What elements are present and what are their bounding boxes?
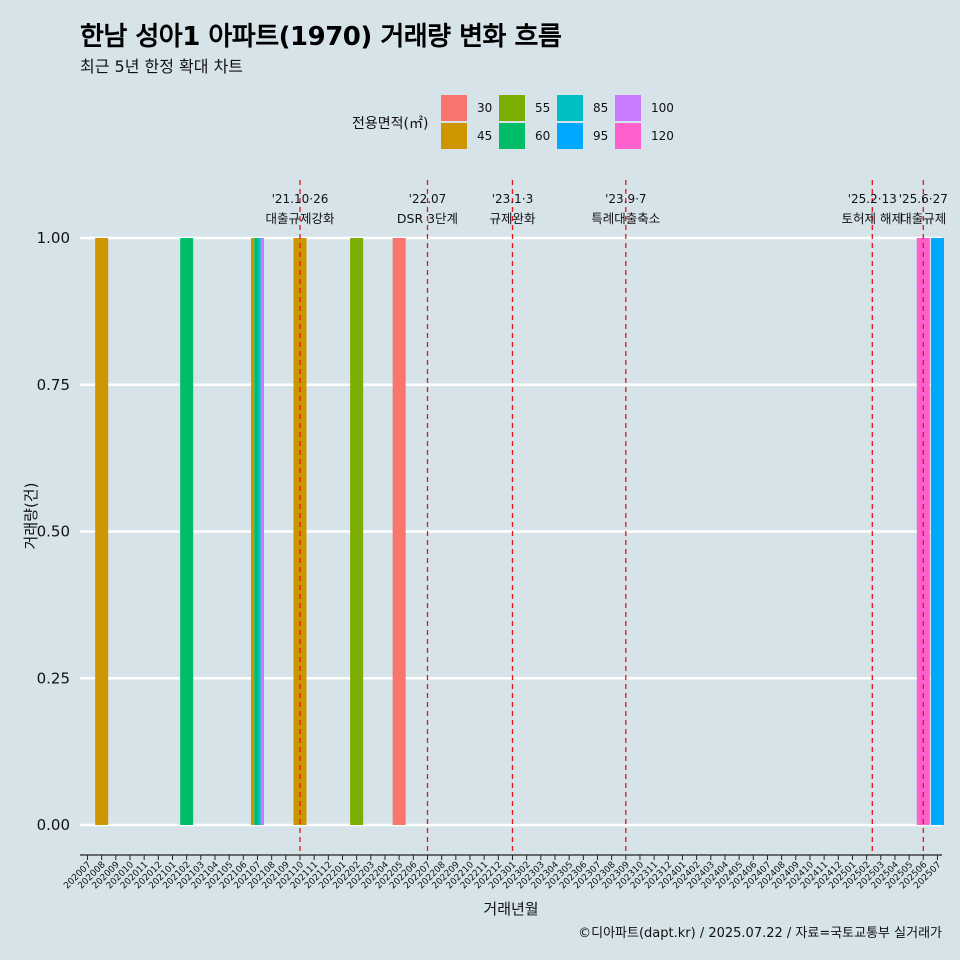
- legend-key: [557, 95, 583, 121]
- legend-item-85: 85: [557, 94, 608, 122]
- annotation-label: 대출규제강화: [265, 211, 335, 226]
- annotation-date: '25.2·13: [848, 192, 897, 206]
- bar-202202-55: [350, 238, 364, 825]
- legend-label: 45: [477, 129, 493, 143]
- chart-title: 한남 성아1 아파트(1970) 거래량 변화 흐름: [80, 22, 562, 52]
- bar-202205-30: [392, 238, 406, 825]
- legend-item-120: 120: [615, 122, 674, 150]
- y-tick-label: 0.50: [37, 523, 70, 541]
- legend-item-100: 100: [615, 94, 674, 122]
- bar-202107-85: [257, 238, 261, 825]
- chart-caption: ©디아파트(dapt.kr) / 2025.07.22 / 자료=국토교통부 실…: [578, 926, 942, 941]
- annotation-label: 규제완화: [489, 211, 536, 226]
- legend-item-45: 45: [441, 122, 492, 150]
- annotation-label: 토허제 해제: [842, 211, 903, 226]
- legend-label: 60: [535, 129, 551, 143]
- legend-key: [615, 95, 641, 121]
- legend-key: [441, 123, 467, 149]
- annotation-date: '25.6·27: [899, 192, 948, 206]
- legend-item-95: 95: [557, 122, 608, 150]
- x-axis-title: 거래년월: [483, 900, 538, 918]
- legend-item-60: 60: [499, 122, 550, 150]
- annotation-date: '23.1·3: [492, 192, 533, 206]
- annotation-label: DSR 3단계: [397, 211, 458, 226]
- legend-key: [499, 95, 525, 121]
- annotation-date: '21.10·26: [272, 192, 329, 206]
- y-tick-label: 0.00: [37, 816, 70, 834]
- bar-202107-100: [260, 238, 265, 825]
- legend-key: [499, 123, 525, 149]
- y-tick-label: 0.25: [37, 669, 70, 687]
- y-tick-label: 1.00: [37, 229, 70, 247]
- bar-202507-95: [930, 238, 944, 825]
- legend-item-55: 55: [499, 94, 550, 122]
- annotation-date: '22.07: [409, 192, 447, 206]
- bar-202107-45: [250, 238, 255, 825]
- legend-key: [615, 123, 641, 149]
- legend-label: 30: [477, 101, 493, 115]
- legend-title: 전용면적(㎡): [352, 116, 429, 132]
- legend-label: 120: [651, 129, 674, 143]
- legend-key: [557, 123, 583, 149]
- bar-202107-60: [254, 238, 258, 825]
- bar-202008-45: [95, 238, 109, 825]
- annotation-date: '23.9·7: [605, 192, 646, 206]
- legend-item-30: 30: [441, 94, 492, 122]
- y-axis-title: 거래량(건): [22, 483, 40, 550]
- legend-label: 55: [535, 101, 551, 115]
- annotation-label: 대출규제: [900, 211, 946, 226]
- legend-label: 85: [593, 101, 609, 115]
- annotation-label: 특례대출축소: [591, 211, 660, 226]
- legend-label: 95: [593, 129, 609, 143]
- chart-subtitle: 최근 5년 한정 확대 차트: [80, 57, 244, 76]
- legend-key: [441, 95, 467, 121]
- legend-label: 100: [651, 101, 674, 115]
- y-tick-label: 0.75: [37, 376, 70, 394]
- bar-202102-60: [180, 238, 194, 825]
